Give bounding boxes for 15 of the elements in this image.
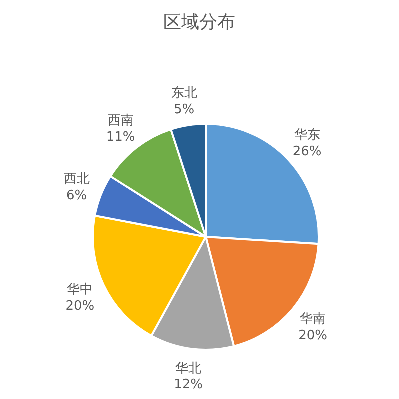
slice-label: 华中 xyxy=(67,282,94,298)
slice-label: 华东 xyxy=(294,128,320,144)
slice-label: 华北 xyxy=(176,361,202,376)
data-label: 20% xyxy=(66,298,95,314)
data-label: 6% xyxy=(66,188,88,204)
data-label: 11% xyxy=(106,130,136,145)
data-label: 5% xyxy=(174,102,195,118)
data-label: 20% xyxy=(298,328,328,344)
slice-label: 西北 xyxy=(64,172,90,188)
slice-label: 华南 xyxy=(300,312,326,327)
slice-label: 东北 xyxy=(171,86,198,102)
data-label: 12% xyxy=(174,378,204,393)
slice-label: 西南 xyxy=(108,114,134,129)
chart-title: 区域分布 xyxy=(162,11,236,34)
data-label: 26% xyxy=(292,144,322,160)
